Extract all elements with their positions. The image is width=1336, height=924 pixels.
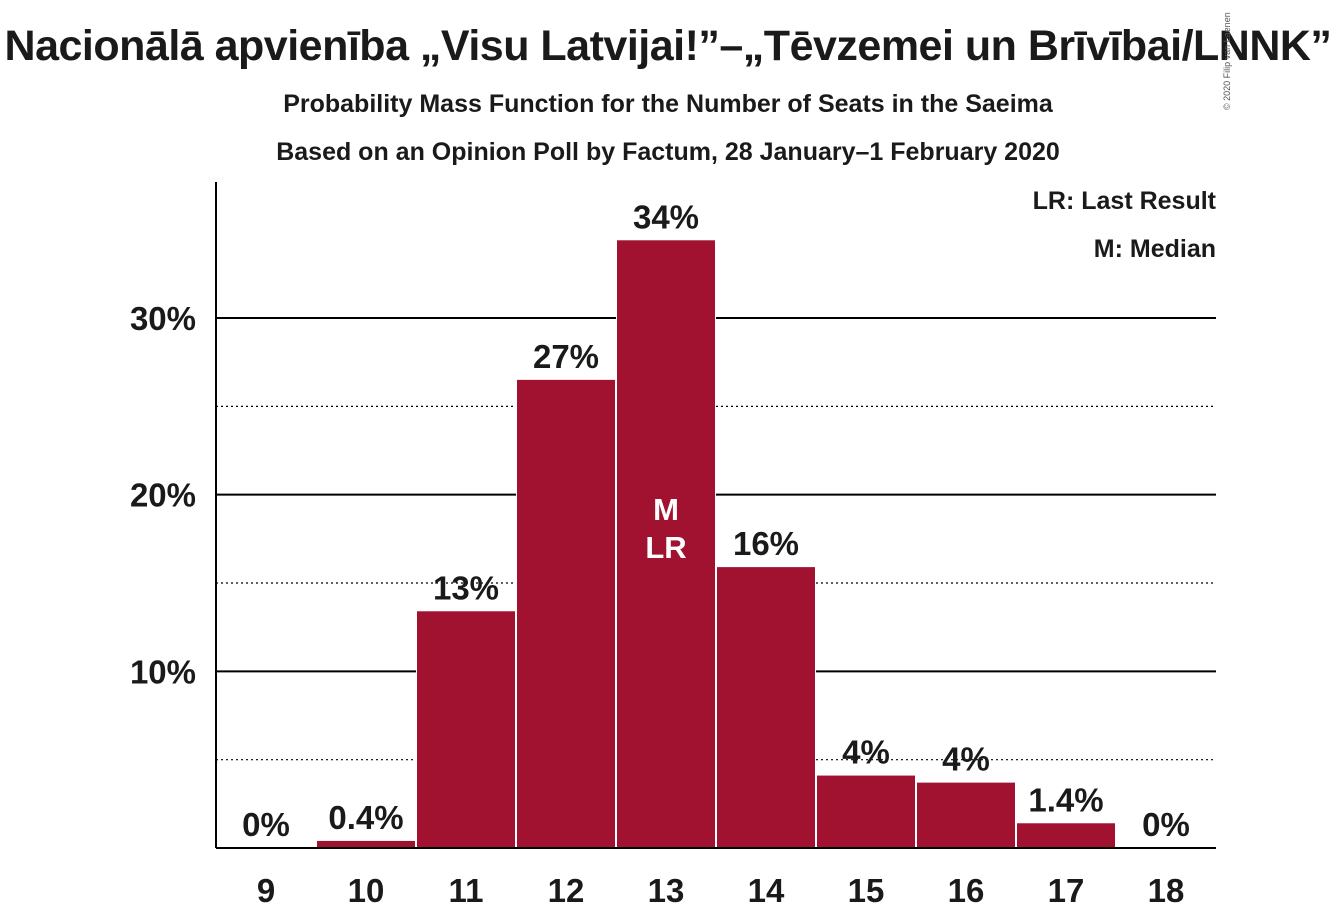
x-tick-label-17: 17 [1048,872,1085,909]
legend-median: M: Median [1094,235,1216,263]
value-label-10: 0.4% [328,799,403,836]
chart-subtitle: Probability Mass Function for the Number… [283,90,1053,118]
y-tick-label: 10% [130,653,196,690]
value-label-18: 0% [1142,806,1190,843]
x-tick-label-10: 10 [348,872,385,909]
bar-seats-14 [717,567,815,848]
x-tick-label-15: 15 [848,872,885,909]
x-tick-label-13: 13 [648,872,685,909]
value-label-11: 13% [433,569,499,606]
label-layer: 0% 0.4% 13% 27% 34% MLR 16% 4% 4% 1.4% 0% [242,198,1190,843]
legend-last-result: LR: Last Result [1033,187,1217,215]
value-label-14: 16% [733,525,799,562]
y-tick-label: 20% [130,477,196,514]
chart-title: Nacionālā apvienība „Visu Latvijai!”–„Tē… [4,22,1332,70]
axis-layer: 10% 20% 30% 9 10 11 12 13 14 15 16 17 18 [130,182,1216,909]
x-tick-label-16: 16 [948,872,985,909]
chart-subtitle-poll: Based on an Opinion Poll by Factum, 28 J… [276,138,1060,166]
bars-layer [316,239,1116,848]
bar-seats-13 [617,240,715,848]
median-marker: M [653,492,679,527]
bar-seats-17 [1017,823,1115,848]
value-label-17: 1.4% [1028,781,1103,818]
bar-seats-16 [917,782,1015,848]
bar-seats-11 [417,611,515,848]
x-tick-label-9: 9 [257,872,275,909]
x-tick-label-18: 18 [1148,872,1185,909]
bar-seats-15 [817,775,915,848]
value-label-16: 4% [942,741,990,778]
y-tick-label: 30% [130,300,196,337]
x-tick-label-12: 12 [548,872,585,909]
value-label-9: 0% [242,806,290,843]
value-label-15: 4% [842,734,890,771]
value-label-13: 34% [633,198,699,235]
x-tick-label-14: 14 [748,872,785,909]
value-label-12: 27% [533,338,599,375]
last-result-marker: LR [645,530,686,565]
x-tick-label-11: 11 [449,872,484,909]
bar-seats-12 [517,379,615,848]
bar-seats-10 [317,840,415,848]
